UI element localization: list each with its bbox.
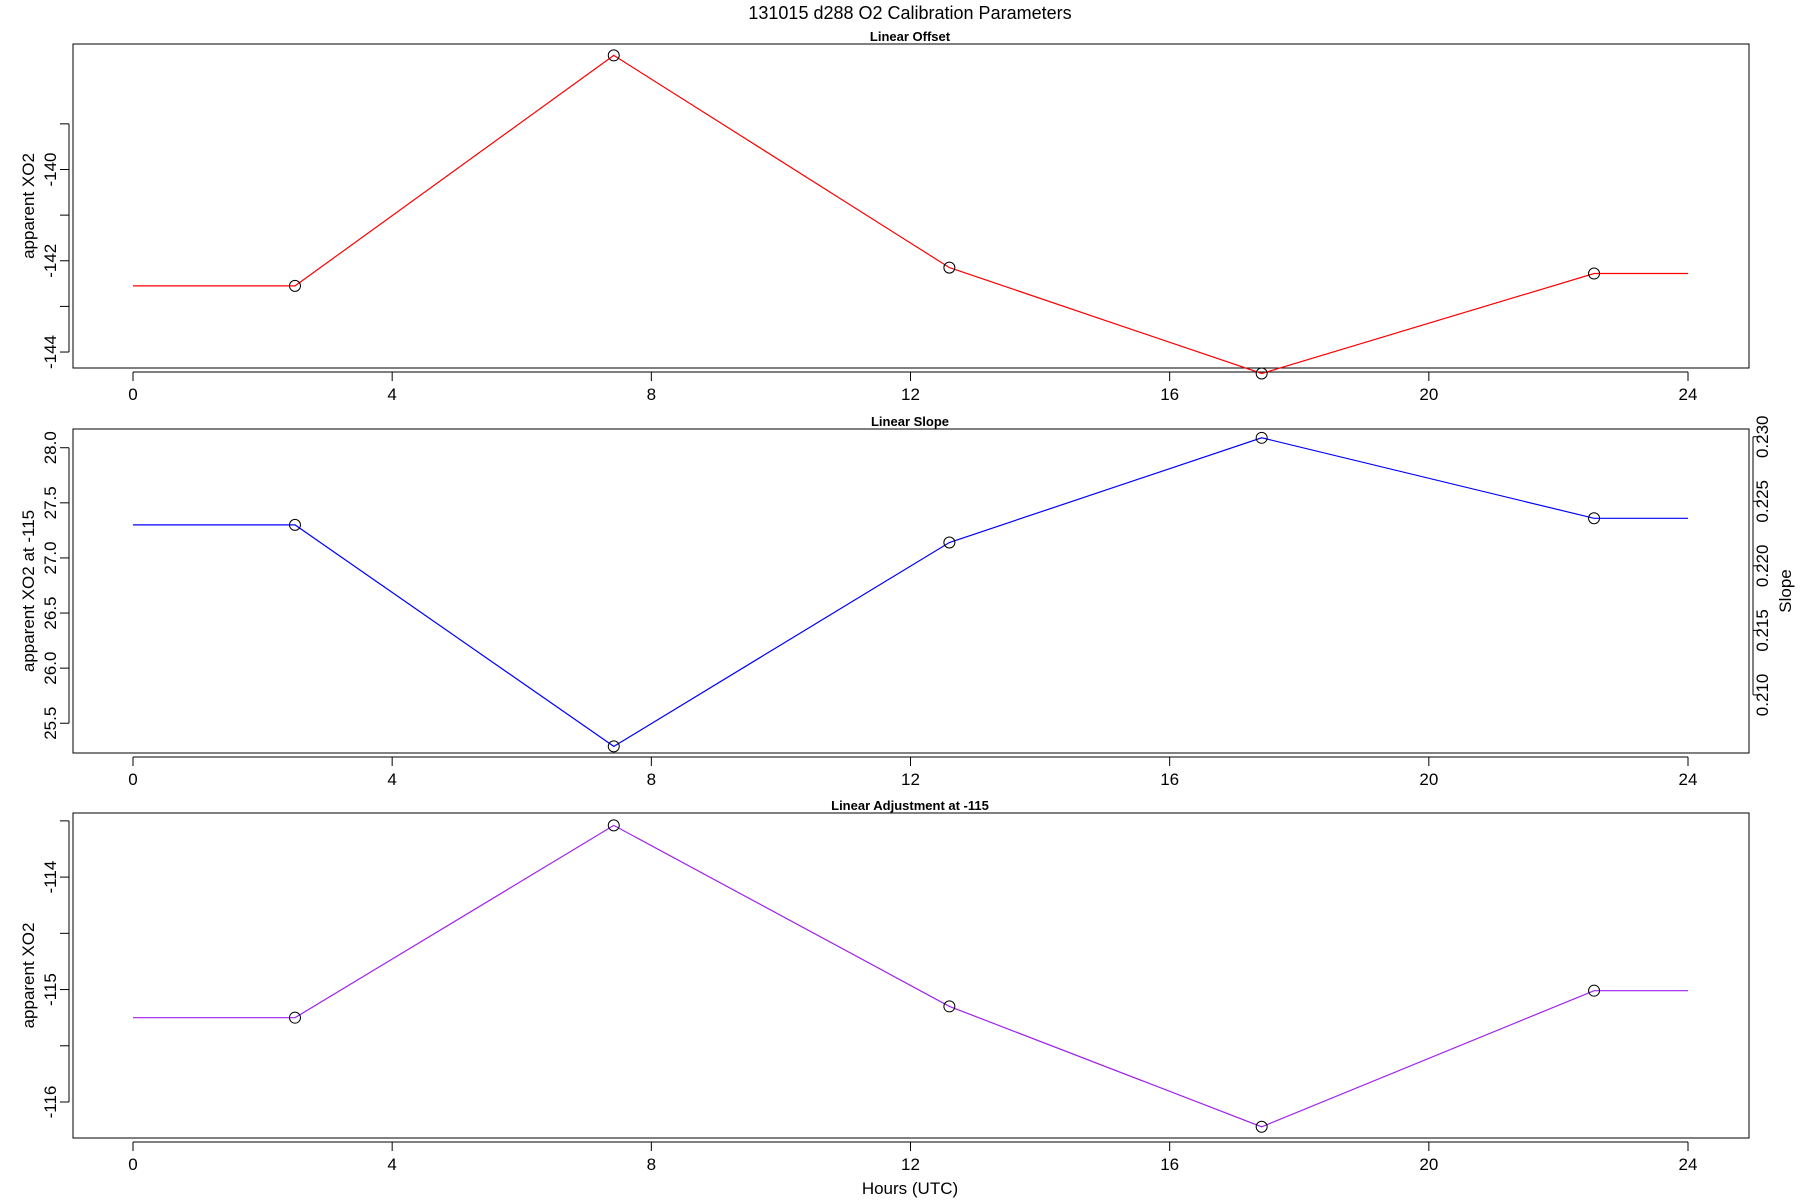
- y-right-tick-label: 0.225: [1753, 480, 1772, 523]
- x-tick-label: 20: [1419, 1155, 1438, 1174]
- y-right-tick-label: 0.210: [1753, 674, 1772, 717]
- x-tick-label: 4: [387, 770, 396, 789]
- data-point: [1255, 431, 1268, 444]
- x-tick-label: 16: [1160, 385, 1179, 404]
- x-tick-label: 20: [1419, 385, 1438, 404]
- x-tick-label: 24: [1679, 1155, 1698, 1174]
- data-point: [943, 536, 956, 549]
- data-point: [1588, 984, 1601, 997]
- y-tick-label: 25.5: [41, 707, 60, 740]
- data-point: [607, 740, 620, 753]
- data-point: [1588, 512, 1601, 525]
- data-point: [288, 279, 301, 292]
- y-tick-label: 27.0: [41, 541, 60, 574]
- x-axis-label: Hours (UTC): [862, 1179, 958, 1198]
- plot-frame: [72, 428, 1750, 754]
- panel-title: Linear Adjustment at -115: [831, 798, 989, 813]
- y-tick-label: 28.0: [41, 431, 60, 464]
- y-right-tick-label: 0.220: [1753, 545, 1772, 588]
- figure-title: 131015 d288 O2 Calibration Parameters: [748, 3, 1071, 23]
- x-tick-label: 12: [901, 770, 920, 789]
- data-point: [288, 518, 301, 531]
- x-tick-label: 8: [647, 385, 656, 404]
- y-tick-label: -116: [41, 1086, 60, 1119]
- x-tick-label: 0: [128, 385, 137, 404]
- x-tick-label: 12: [901, 1155, 920, 1174]
- x-tick-label: 12: [901, 385, 920, 404]
- plot-frame: [72, 43, 1750, 369]
- data-point: [943, 1000, 956, 1013]
- x-tick-label: 16: [1160, 1155, 1179, 1174]
- y-tick-label: -115: [41, 973, 60, 1006]
- x-tick-label: 24: [1679, 385, 1698, 404]
- panels: Linear Offset 0 4 8 12 16 20 24 -140 -142 -144 appa…: [19, 29, 1795, 1174]
- series-line: [133, 437, 1688, 748]
- y-tick-label: -140: [41, 152, 60, 186]
- data-point: [943, 261, 956, 274]
- y-axis-label: apparent XO2: [19, 153, 38, 259]
- y-right-tick-label: 0.230: [1753, 415, 1772, 458]
- panel-1: Linear Offset 0 4 8 12 16 20 24 -140 -142 -144 appa…: [19, 29, 1750, 404]
- y-right-axis-label: Slope: [1776, 569, 1795, 612]
- series-line: [133, 824, 1688, 1128]
- data-point: [607, 49, 620, 62]
- x-tick-label: 24: [1679, 770, 1698, 789]
- y-tick-label: 26.0: [41, 652, 60, 685]
- y-axis-label: apparent XO2: [19, 923, 38, 1029]
- y-tick-label: 26.5: [41, 596, 60, 629]
- panel-2: Linear Slope 0 4 8 12 16 20 24 25.5 26.0 26.5 27.0 2…: [19, 414, 1795, 789]
- plot-frame: [72, 812, 1750, 1139]
- x-tick-label: 0: [128, 1155, 137, 1174]
- y-right-tick-label: 0.215: [1753, 609, 1772, 652]
- y-tick-label: -114: [41, 861, 60, 894]
- panel-title: Linear Offset: [870, 29, 951, 44]
- data-point: [607, 819, 620, 832]
- series-line: [133, 54, 1688, 375]
- x-tick-label: 20: [1419, 770, 1438, 789]
- data-point: [288, 1011, 301, 1024]
- data-point: [1255, 1120, 1268, 1133]
- x-tick-label: 8: [647, 1155, 656, 1174]
- x-tick-label: 8: [647, 770, 656, 789]
- panel-title: Linear Slope: [871, 414, 949, 429]
- y-tick-label: -142: [41, 244, 60, 278]
- data-point: [1255, 367, 1268, 380]
- x-tick-label: 16: [1160, 770, 1179, 789]
- x-tick-label: 0: [128, 770, 137, 789]
- data-point: [1588, 267, 1601, 280]
- y-tick-label: 27.5: [41, 486, 60, 519]
- x-tick-label: 4: [387, 385, 396, 404]
- y-tick-label: -144: [41, 335, 60, 369]
- y-axis-label: apparent XO2 at -115: [19, 510, 38, 672]
- x-tick-label: 4: [387, 1155, 396, 1174]
- panel-3: Linear Adjustment at -115 0 4 8 12 16 20 24 -114…: [19, 798, 1750, 1174]
